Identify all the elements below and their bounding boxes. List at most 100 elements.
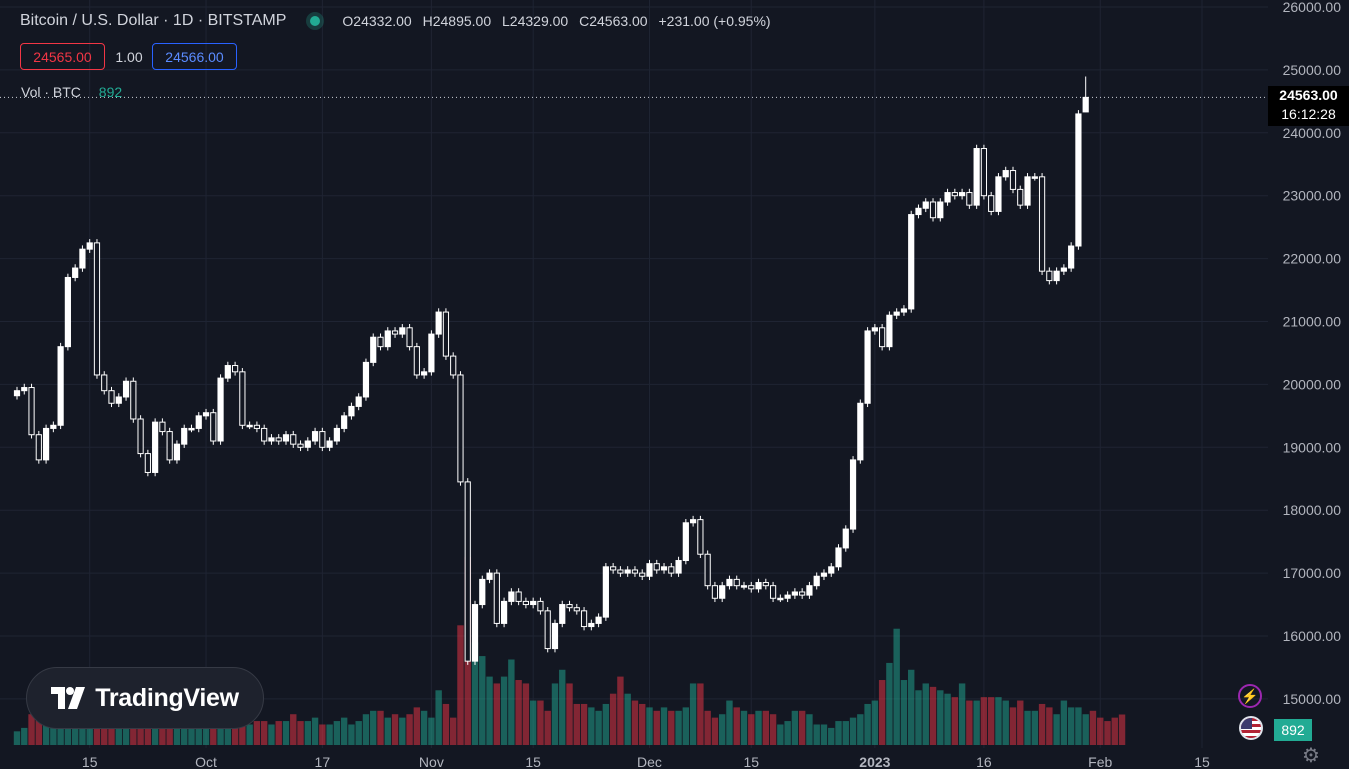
candle [959, 188, 966, 200]
candle [268, 434, 275, 445]
candle [428, 330, 435, 376]
candle-body-up [1024, 176, 1031, 206]
us-flag-icon[interactable] [1239, 716, 1263, 740]
volume-bar [871, 700, 879, 745]
candle [319, 427, 326, 452]
candle [660, 563, 668, 574]
candle [668, 563, 675, 577]
volume-bar [566, 683, 573, 745]
candle [653, 559, 660, 574]
price-tick-label: 19000.00 [1283, 439, 1342, 455]
candle [886, 311, 893, 351]
volume-bar [624, 693, 631, 745]
candle-body-up [86, 242, 93, 250]
candle-body-up [813, 575, 820, 587]
candle-body-down [406, 327, 413, 348]
candle [50, 421, 57, 433]
candle [711, 581, 719, 603]
volume-legend[interactable]: Vol · BTC 892 [21, 84, 122, 100]
candle [602, 563, 609, 621]
candle-body-up [72, 267, 79, 278]
volume-bar [1046, 707, 1053, 745]
candle-body-up [806, 585, 813, 596]
candle-body-up [1053, 270, 1060, 282]
volume-bar [748, 714, 755, 745]
candle [370, 333, 377, 367]
volume-bar [966, 700, 973, 745]
candle-body-down [966, 192, 973, 206]
candle-body-up [1075, 113, 1082, 247]
candle [457, 371, 464, 486]
candle [740, 581, 748, 590]
volume-bar [340, 717, 348, 745]
gear-icon[interactable]: ⚙ [1302, 745, 1320, 767]
price-tick-label: 22000.00 [1283, 251, 1342, 267]
candle [479, 575, 486, 609]
volume-bar [304, 721, 311, 745]
lightning-icon[interactable]: ⚡ [1238, 684, 1262, 708]
volume-bar [297, 721, 304, 745]
candle [500, 597, 508, 628]
volume-bar [21, 727, 28, 745]
candle [799, 588, 806, 599]
candle [79, 245, 86, 272]
volume-bar [428, 717, 435, 745]
volume-bar [1024, 710, 1031, 745]
candle [86, 239, 93, 253]
candle [1046, 267, 1053, 285]
candle [210, 408, 217, 445]
volume-bar [842, 721, 849, 745]
candle-body-down [232, 365, 239, 373]
quantity-value[interactable]: 1.00 [115, 48, 143, 65]
candle [152, 418, 159, 477]
candle-body-down [493, 572, 500, 624]
candle-body-down [1009, 170, 1017, 190]
candle [275, 434, 282, 445]
candle-body-down [544, 610, 551, 650]
volume-bar [348, 724, 355, 745]
volume-bar [544, 710, 551, 745]
volume-bar [275, 721, 282, 745]
volume-bar [791, 710, 799, 745]
candle [421, 368, 428, 379]
sell-button[interactable]: 24565.00 [20, 43, 105, 70]
candle-body-up [886, 314, 893, 348]
candle-body-up [835, 547, 842, 568]
candle [115, 393, 122, 408]
candle [675, 556, 682, 577]
candle-body-down [653, 563, 660, 571]
tradingview-logo[interactable]: TradingView [26, 667, 264, 729]
volume-bar [704, 710, 711, 745]
symbol-title[interactable]: Bitcoin / U.S. Dollar · 1D · BITSTAMP [20, 12, 287, 29]
candle-body-down [275, 437, 282, 442]
volume-bar [944, 693, 951, 745]
volume-bar [922, 683, 929, 745]
price-axis: 26000.00 25000.00 24000.00 23000.00 22000.00… [1283, 0, 1342, 707]
candle [922, 198, 929, 213]
candle [413, 342, 420, 379]
candle-body-down [93, 242, 101, 376]
candle [144, 449, 151, 477]
time-tick-label: 16 [976, 754, 992, 769]
candle [784, 591, 791, 603]
candle-body-down [929, 201, 937, 219]
candle-body-up [784, 594, 791, 599]
volume-bar [886, 662, 893, 745]
candle-body-up [959, 192, 966, 197]
candle-body-up [370, 336, 377, 363]
candle-body-up [871, 327, 878, 332]
time-tick-label: 15 [743, 754, 759, 769]
volume-bar [108, 721, 115, 745]
buy-button[interactable]: 24566.00 [152, 43, 237, 70]
symbol-legend[interactable]: Bitcoin / U.S. Dollar · 1D · BITSTAMP O2… [20, 12, 778, 30]
candle-body-down [108, 390, 115, 404]
volume-bar [13, 731, 21, 745]
volume-bar [864, 703, 871, 745]
candle [311, 427, 319, 445]
candle-body-up [311, 431, 319, 442]
candle [820, 569, 828, 581]
candle [1068, 242, 1075, 272]
candle-body-down [980, 148, 988, 197]
candle-body-down [442, 311, 450, 357]
